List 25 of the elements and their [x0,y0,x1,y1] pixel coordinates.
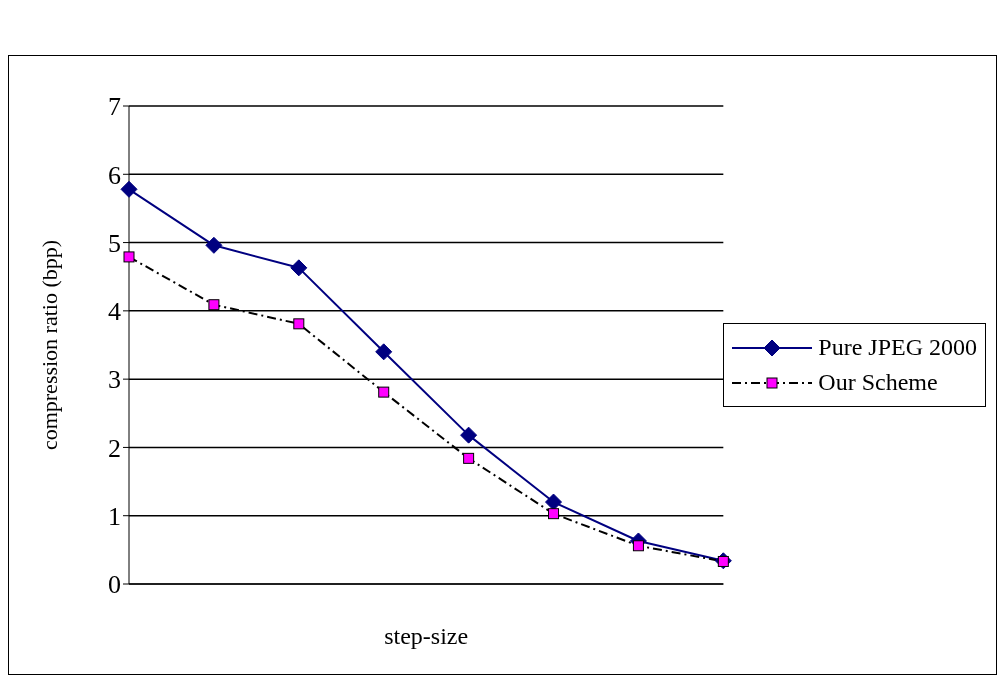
point [632,540,644,552]
point [375,343,393,361]
y-tick-label: 5 [108,228,121,258]
y-tick-label: 6 [108,160,121,190]
y-tick-label: 4 [108,297,121,327]
legend-label: Pure JPEG 2000 [818,334,977,361]
point [460,426,478,444]
y-tick-label: 1 [108,501,121,531]
point [208,299,220,311]
y-axis-title: compression ratio (bpp) [36,239,62,451]
point [548,508,560,520]
point [290,259,308,277]
point [545,493,563,511]
y-tick-label: 2 [108,433,121,463]
y-tick-label: 0 [108,570,121,600]
x-axis-title: step-size [384,623,469,649]
point [378,386,390,398]
legend-label: Our Scheme [818,369,938,396]
y-tick-label: 3 [108,365,121,395]
point [120,180,138,198]
point [205,236,223,254]
point [463,452,475,464]
point [123,251,135,263]
y-tick-label: 7 [108,92,121,122]
point [293,318,305,330]
